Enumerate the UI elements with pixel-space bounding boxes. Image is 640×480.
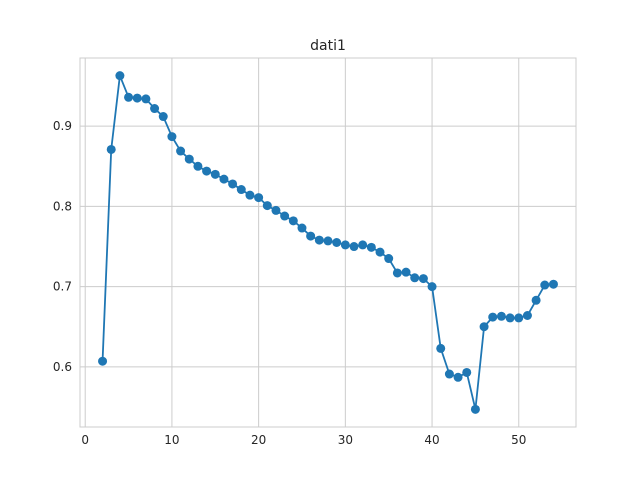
x-tick-label: 10 — [164, 433, 179, 447]
data-point — [202, 166, 212, 176]
data-point — [219, 174, 229, 184]
data-point — [132, 93, 142, 103]
data-point — [548, 279, 558, 289]
data-point — [297, 223, 307, 233]
data-point — [98, 356, 108, 366]
data-point — [115, 71, 125, 81]
data-point — [392, 268, 402, 278]
data-point — [358, 240, 368, 250]
data-point — [236, 185, 246, 195]
data-point — [306, 231, 316, 241]
data-point — [375, 247, 385, 257]
data-point — [384, 254, 394, 264]
data-point — [332, 238, 342, 247]
data-point — [540, 280, 550, 290]
data-point — [314, 235, 324, 245]
data-point — [262, 201, 272, 211]
data-point — [210, 169, 220, 179]
data-point — [410, 273, 420, 283]
y-axis: 0.6 0.7 0.8 0.9 — [53, 119, 72, 374]
data-point — [462, 367, 472, 377]
x-axis: 0 10 20 30 40 50 — [81, 433, 526, 447]
x-tick-label: 40 — [424, 433, 439, 447]
data-point — [158, 112, 168, 122]
chart-title: dati1 — [310, 38, 346, 54]
data-point — [340, 240, 350, 250]
series — [98, 71, 558, 414]
data-point — [150, 104, 160, 114]
data-point — [271, 205, 281, 215]
x-tick-label: 0 — [81, 433, 89, 447]
y-tick-label: 0.6 — [53, 360, 72, 374]
data-point — [401, 267, 411, 277]
data-point — [106, 144, 116, 154]
x-tick-label: 50 — [511, 433, 526, 447]
data-point — [167, 132, 177, 142]
data-point — [479, 322, 489, 332]
data-point — [496, 311, 506, 321]
data-point — [245, 190, 255, 200]
data-point — [254, 193, 264, 203]
plot-frame — [79, 57, 577, 428]
y-tick-label: 0.9 — [53, 119, 72, 133]
data-point — [176, 146, 186, 156]
data-point — [349, 242, 359, 252]
data-point — [124, 92, 134, 102]
data-point — [366, 242, 376, 252]
data-point — [514, 313, 524, 323]
y-tick-label: 0.7 — [53, 280, 72, 294]
data-point — [184, 154, 194, 164]
data-point — [488, 312, 498, 322]
data-point — [418, 274, 428, 284]
data-point — [323, 236, 333, 246]
data-point — [470, 404, 480, 414]
data-point — [280, 211, 290, 221]
data-point — [193, 161, 203, 171]
y-tick-label: 0.8 — [53, 199, 72, 213]
data-point — [531, 295, 541, 305]
data-point — [436, 343, 446, 353]
data-point — [505, 313, 515, 323]
data-point — [228, 179, 238, 189]
data-point — [522, 310, 532, 320]
data-point — [444, 369, 454, 379]
data-point — [427, 282, 437, 292]
x-tick-label: 20 — [251, 433, 266, 447]
x-tick-label: 30 — [338, 433, 353, 447]
data-point — [288, 216, 298, 226]
data-point — [453, 372, 463, 382]
data-point — [141, 94, 151, 104]
grid — [80, 58, 576, 427]
